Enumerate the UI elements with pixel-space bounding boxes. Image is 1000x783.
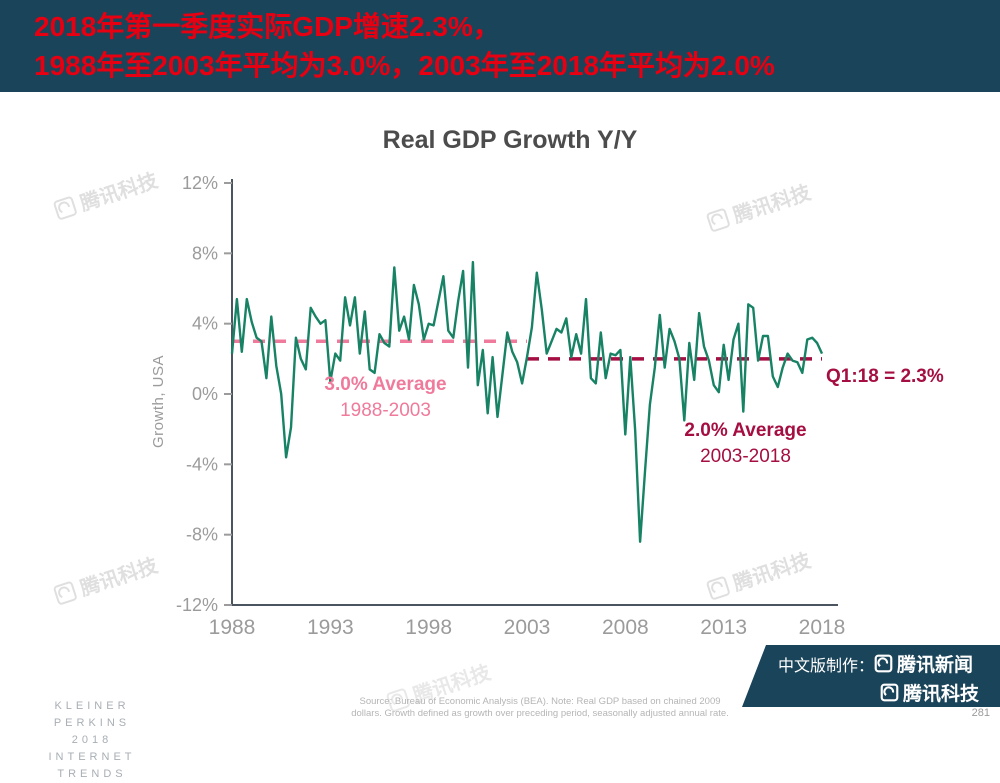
tencent-logo-icon	[53, 196, 77, 220]
header-banner: 2018年第一季度实际GDP增速2.3%， 1988年至2003年平均为3.0%…	[0, 0, 1000, 92]
brand-line: 2018	[71, 734, 113, 746]
y-axis-title: Growth, USA	[150, 354, 167, 448]
average-2003-2018-label: 2.0% Average 2003-2018	[643, 418, 848, 470]
svg-text:-12%: -12%	[176, 595, 218, 615]
tencent-logo-icon	[386, 688, 410, 712]
svg-text:2003: 2003	[504, 616, 551, 639]
watermark: 腾讯科技	[50, 549, 161, 610]
average-1988-2003-label: 3.0% Average 1988-2003	[283, 372, 488, 424]
tencent-news-logo-icon	[874, 654, 893, 673]
chart-title: Real GDP Growth Y/Y	[382, 126, 638, 154]
latest-quarter-label: Q1:18 = 2.3%	[826, 366, 944, 387]
source-note: Source: Bureau of Economic Analysis (BEA…	[290, 696, 790, 720]
svg-text:1998: 1998	[405, 616, 452, 639]
svg-text:0%: 0%	[192, 384, 218, 404]
tencent-logo-icon	[706, 208, 730, 232]
credit-prefix: 中文版制作：	[778, 657, 875, 675]
credit-tencent-tech: 腾讯科技	[903, 684, 980, 705]
average-range-label: 1988-2003	[340, 400, 431, 421]
svg-text:1988: 1988	[209, 616, 256, 639]
brand-line: INTERNET TRENDS	[48, 751, 136, 780]
watermark: 腾讯科技	[383, 656, 494, 717]
svg-text:-4%: -4%	[186, 454, 218, 474]
brand-line: KLEINER PERKINS	[53, 700, 131, 729]
watermark: 腾讯科技	[50, 164, 161, 225]
svg-text:1993: 1993	[307, 616, 354, 639]
average-value-label: 2.0% Average	[684, 420, 807, 441]
tencent-tech-logo-icon	[880, 683, 899, 702]
banner-line-2: 1988年至2003年平均为3.0%，2003年至2018年平均为2.0%	[34, 50, 775, 81]
gdp-growth-line-chart: 12% 8% 4% 0% -4% -8% -12%1988 1993 1998 2003 2008 2…	[176, 173, 846, 639]
average-value-label: 3.0% Average	[324, 374, 447, 395]
svg-text:2018: 2018	[799, 616, 846, 639]
credit-tencent-news: 腾讯新闻	[897, 655, 974, 676]
credit-banner: 中文版制作： 腾讯新闻 腾讯科技	[742, 645, 1000, 707]
svg-text:4%: 4%	[192, 314, 218, 334]
svg-text:2008: 2008	[602, 616, 649, 639]
source-line: dollars. Growth defined as growth over p…	[351, 708, 729, 719]
tencent-logo-icon	[706, 576, 730, 600]
watermark: 腾讯科技	[703, 544, 814, 605]
tencent-logo-icon	[53, 581, 77, 605]
kleiner-perkins-brand: KLEINER PERKINS 2018 INTERNET TRENDS	[16, 698, 168, 783]
watermark: 腾讯科技	[703, 176, 814, 237]
svg-text:8%: 8%	[192, 243, 218, 263]
source-line: Source: Bureau of Economic Analysis (BEA…	[359, 696, 721, 707]
page-number: 281	[971, 707, 990, 719]
banner-line-1: 2018年第一季度实际GDP增速2.3%，	[34, 11, 501, 42]
average-range-label: 2003-2018	[700, 446, 791, 467]
svg-text:2013: 2013	[700, 616, 747, 639]
svg-text:-8%: -8%	[186, 525, 218, 545]
svg-text:12%: 12%	[182, 173, 218, 193]
